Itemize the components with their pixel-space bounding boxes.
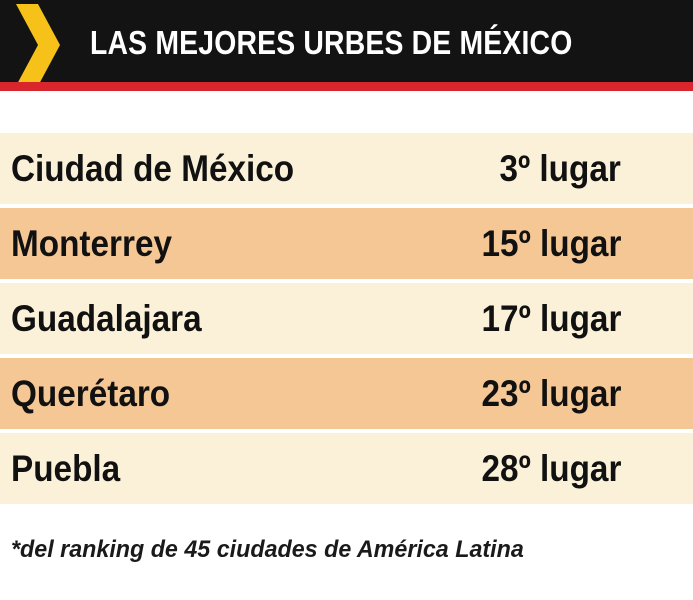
table-row: Puebla 28º lugar xyxy=(0,433,693,504)
table-row: Guadalajara 17º lugar xyxy=(0,283,693,354)
ranking-table: Ciudad de México 3º lugar Monterrey 15º … xyxy=(0,133,693,508)
city-name: Monterrey xyxy=(11,223,173,264)
city-rank: 3º lugar xyxy=(499,148,621,189)
city-rank: 28º lugar xyxy=(481,448,621,489)
city-rank: 17º lugar xyxy=(481,298,621,339)
city-name: Guadalajara xyxy=(11,298,202,339)
table-row: Ciudad de México 3º lugar xyxy=(0,133,693,204)
city-name: Puebla xyxy=(11,448,121,489)
page-title: LAS MEJORES URBES DE MÉXICO xyxy=(90,24,573,61)
city-name: Ciudad de México xyxy=(11,148,295,189)
header-stripe xyxy=(0,82,693,91)
footnote: *del ranking de 45 ciudades de América L… xyxy=(11,536,524,563)
table-row: Querétaro 23º lugar xyxy=(0,358,693,429)
city-name: Querétaro xyxy=(11,373,171,414)
city-rank: 23º lugar xyxy=(481,373,621,414)
city-rank: 15º lugar xyxy=(481,223,621,264)
chevron-right-icon xyxy=(16,4,60,86)
table-row: Monterrey 15º lugar xyxy=(0,208,693,279)
header-bar: LAS MEJORES URBES DE MÉXICO xyxy=(0,0,693,86)
